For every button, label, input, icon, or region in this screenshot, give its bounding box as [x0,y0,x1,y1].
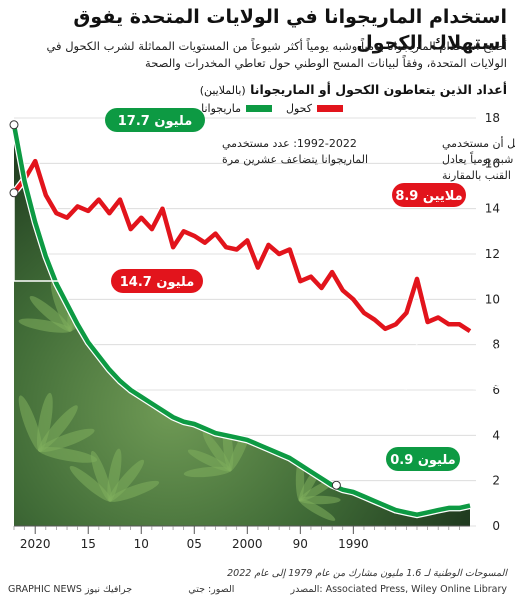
page-title: استخدام الماريجوانا في الولايات المتحدة … [73,6,507,54]
callout-marijuana-2022-pill [105,108,205,132]
leaf-blade [187,449,232,472]
x-tick-label: 2000 [232,537,263,551]
callout-marijuana-1992-pill [386,447,460,471]
y-tick-label: 10 [485,292,500,306]
chart-title: أعداد الذين يتعاطون الكحول أو الماريجوان… [80,82,507,97]
callout-alcohol-1992-pill [392,183,466,207]
y-tick-label: 12 [485,247,500,261]
alcohol-line [12,158,472,333]
legend-swatch-marijuana [245,105,272,112]
leaf-blade [90,450,112,502]
callout-alcohol-2022: 14.7 مليون [120,275,195,290]
chart-legend: كحول ماريجوانا [201,102,343,115]
cannabis-leaf [69,448,160,502]
footer-source-row: GRAPHIC NEWS جرافيك نيوز الصور: جتي المص… [8,584,507,595]
y-tick-label: 2 [492,474,500,488]
page-subtitle: أصبح استخدام الماريجوانا يومياً وشبه يوم… [46,39,507,70]
callout-marijuana-2022: 17.7 مليون [118,114,193,129]
leaf-blade [69,465,112,502]
x-tick-label: 15 [81,537,96,551]
legend-label-alcohol: كحول [285,102,312,115]
leaf-blade [107,448,122,502]
y-tick-label: 8 [492,338,500,352]
brand-logo: GRAPHIC NEWS جرافيك نيوز [8,584,133,595]
leaf-blade [38,405,78,452]
y-tick-label: 6 [492,383,500,397]
footer-note: المسوحات الوطنية لـ 1.6 مليون مشارك من ع… [227,568,507,579]
leaf-blade [38,446,98,463]
legend-swatch-alcohol [317,105,343,112]
chart-unit: (بالملايين) [199,84,246,97]
x-tick-label: 90 [293,537,308,551]
dot-marijuana-1992 [331,480,341,490]
y-tick-label: 4 [492,428,500,442]
callout-alcohol-1992: 8.9 ملايين [395,189,462,204]
callouts: 17.7 مليون 14.7 مليون 8.9 ملايين 0.9 مليون [9,108,466,490]
annotation-3-line-1: 2022: متوسط من يشربون الكحول [402,329,515,342]
x-tick-label: 2020 [20,537,51,551]
leaf-blade [108,459,145,502]
annotation-2-line-3: 9.9 مرات مستخدمي القنب بالمقارنة [442,169,515,182]
annotation-1-line-2: الماريجوانا يتضاعف عشرين مرة [222,153,368,166]
x-tick-label: 05 [187,537,202,551]
leaf-blade [298,498,336,521]
callout-marijuana-1992: 0.9 مليون [390,453,455,468]
chart-title-text: أعداد الذين يتعاطون الكحول أو الماريجوان… [250,82,507,97]
leaf-blade [202,431,232,472]
source-credit: المصدر: Associated Press, Wiley Online L… [290,584,507,595]
y-tick-label: 14 [485,202,500,216]
y-tick-label: 18 [485,111,500,125]
leaf-blade [29,295,72,332]
annotation-2-line-2: الكحول يومياً أو شبه يومياً يعادل [442,151,515,166]
callout-alcohol-2022-pill [111,269,203,293]
leaf-blade [38,428,95,453]
annotation-3-line-3: في الشهر الماضي، مقابل 15-16 يوماً [402,359,515,374]
y-tick-label: 0 [492,519,500,533]
annotation-2-line-1: 1992: المسح يسجل أن مستخدمي [442,136,515,150]
marijuana-line [11,124,471,517]
legend-item-alcohol: كحول [286,102,343,115]
y-tick-label: 16 [485,156,500,170]
legend-item-marijuana: ماريجوانا [201,102,272,115]
annotations: 1992-2022: عدد مستخدمي الماريجوانا يتضاعف… [222,136,515,390]
annotation-1-line-1: 1992-2022: عدد مستخدمي [222,137,357,150]
dot-alcohol-2022 [9,188,19,198]
leaf-blade [36,392,53,452]
leader-alcohol-2022 [13,192,112,282]
dot-marijuana-2022 [9,120,19,130]
annotation-3-line-4: لمستخدمي القنب في الشهر الماضي [402,377,515,390]
x-tick-label: 1990 [338,537,369,551]
y-axis-ticks: 0 2 4 6 8 10 12 14 16 18 [485,111,500,533]
cannabis-leaf [18,392,98,463]
x-axis-ticks: 1990 90 2000 05 10 15 2020 [13,525,470,551]
leaf-blade [50,280,72,332]
leaf-blade [18,318,72,333]
series-lines [10,124,472,519]
leaf-blade [18,395,43,452]
leaf-blade [147,354,196,403]
annotation-3-line-2: أفادوا بأنهم شربوا الكحول خلال 4-5 أيام [402,343,515,358]
legend-label-marijuana: ماريجوانا [201,102,241,115]
leaf-blade [108,480,160,502]
x-tick-label: 10 [134,537,149,551]
photo-credit: الصور: جتي [188,584,235,595]
leaf-blade [147,338,169,403]
